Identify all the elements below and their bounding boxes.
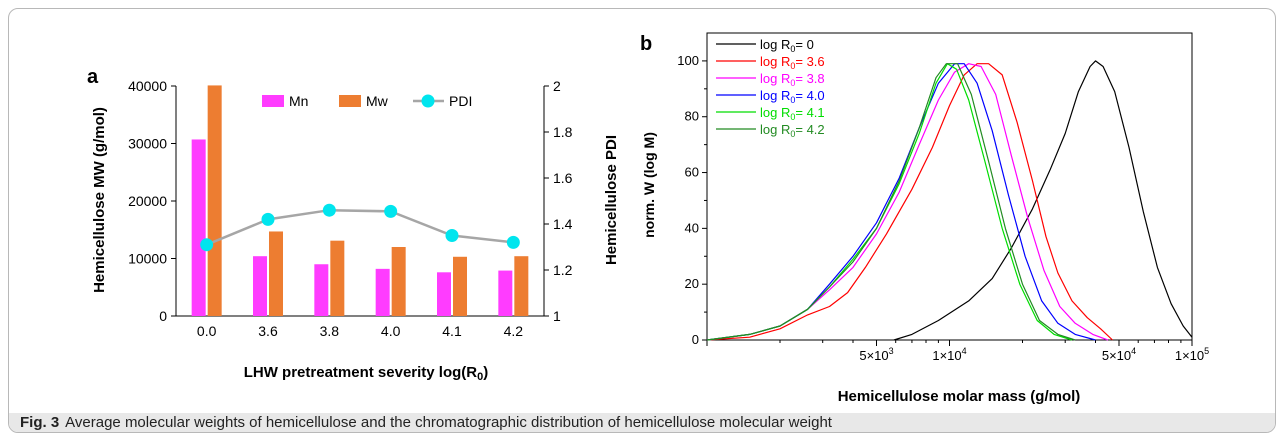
legend-marker-pdi [421,94,435,108]
panel-b-x-tick-label: 5×103 [859,346,893,363]
panel-a-x-axis-label: LHW pretreatment severity log(R0) [244,364,489,383]
panel-a-x-tick-label: 4.2 [504,323,524,339]
legend-label-mn: Mn [289,93,308,109]
panel-a-y-tick-label: 10000 [128,251,167,267]
panel-a-y-axis-label: Hemicellulose MW (g/mol) [91,107,108,293]
panel-b-x-tick-label: 1×105 [1175,346,1209,363]
panel-b-y-axis-label: norm. W (log M) [641,132,657,238]
bar-mn [191,139,206,316]
panel-a-y2-axis-label: Hemicellulose PDI [603,135,620,265]
panel-a: a 0 10000 20000 30000 40000 1 1.2 1.4 1.6 1.8 2 0.0 3… [87,66,620,383]
panel-b: b 0 20 40 60 80 100 5×103 1×104 5×104 1×105 log R0=… [640,32,1209,405]
panel-a-y-tick-label: 0 [159,308,167,324]
curve-3.8 [706,63,1109,341]
legend-label-mw: Mw [366,93,389,109]
caption-bar [9,413,1275,432]
legend-label: log R0= 4.2 [760,122,825,139]
legend-label: log R0= 3.6 [760,54,825,71]
panel-a-x-tick-label: 4.1 [442,323,462,339]
bar-mw [391,247,406,316]
pdi-point [445,229,459,242]
caption-label: Fig. 3 [20,414,60,431]
bar-mn [437,272,451,316]
panel-a-x-tick-label: 4.0 [381,323,401,339]
figure-frame [8,8,1276,433]
panel-b-y-tick-label: 100 [677,53,699,68]
caption-text: Average molecular weights of hemicellulo… [65,414,832,431]
panel-a-y2-tick-label: 1.2 [553,262,573,278]
bar-mw [207,85,222,316]
pdi-point [261,212,275,226]
bar-mw [330,240,345,316]
curve-0 [893,60,1193,341]
panel-a-y2-tick-label: 1.8 [553,124,573,140]
pdi-point [200,238,214,252]
panel-b-x-tick-label: 1×104 [932,346,966,363]
legend-swatch-mw [339,95,361,107]
legend-label: log R0= 4.1 [760,105,825,122]
legend-swatch-mn [262,95,284,107]
bar-mw [269,231,283,316]
panel-b-y-tick-label: 20 [685,276,699,291]
pdi-point [384,204,398,218]
legend-label: log R0= 0 [760,37,814,54]
panel-b-x-tick-label: 5×104 [1102,346,1136,363]
panel-a-y2-tick-label: 1.4 [553,216,573,232]
legend-label: log R0= 4.0 [760,88,825,105]
panel-b-y-tick-label: 60 [685,165,699,180]
legend-label-pdi: PDI [449,93,472,109]
bar-mn [253,256,267,316]
panel-a-x-tick-label: 0.0 [197,323,217,339]
panel-a-letter: a [87,66,99,88]
bar-mw [453,256,467,316]
bar-mn [498,270,513,316]
panel-b-letter: b [640,33,652,55]
panel-b-y-tick-label: 80 [685,109,699,124]
panel-a-x-tick-label: 3.8 [320,323,340,339]
pdi-line [206,208,514,246]
panel-b-y-tick-label: 40 [685,220,699,235]
panel-a-x-tick-label: 3.6 [258,323,278,339]
bar-mn [314,264,329,316]
panel-a-y2-tick-label: 2 [553,78,561,94]
panel-b-x-axis-label: Hemicellulose molar mass (g/mol) [838,388,1081,405]
panel-a-y-tick-label: 40000 [128,78,167,94]
bar-mn [375,268,390,316]
panel-a-y2-tick-label: 1.6 [553,170,573,186]
curve-4.2 [706,63,1076,341]
panel-a-y-tick-label: 20000 [128,193,167,209]
legend-label: log R0= 3.8 [760,71,825,88]
panel-a-y2-tick-label: 1 [553,308,561,324]
curve-3.6 [706,63,1113,341]
pdi-point [322,203,336,217]
pdi-point [506,235,520,249]
bar-mw [514,256,529,316]
panel-b-y-tick-label: 0 [692,332,699,347]
figure-caption: Fig. 3 Average molecular weights of hemic… [20,414,832,431]
panel-a-y-tick-label: 30000 [128,136,167,152]
